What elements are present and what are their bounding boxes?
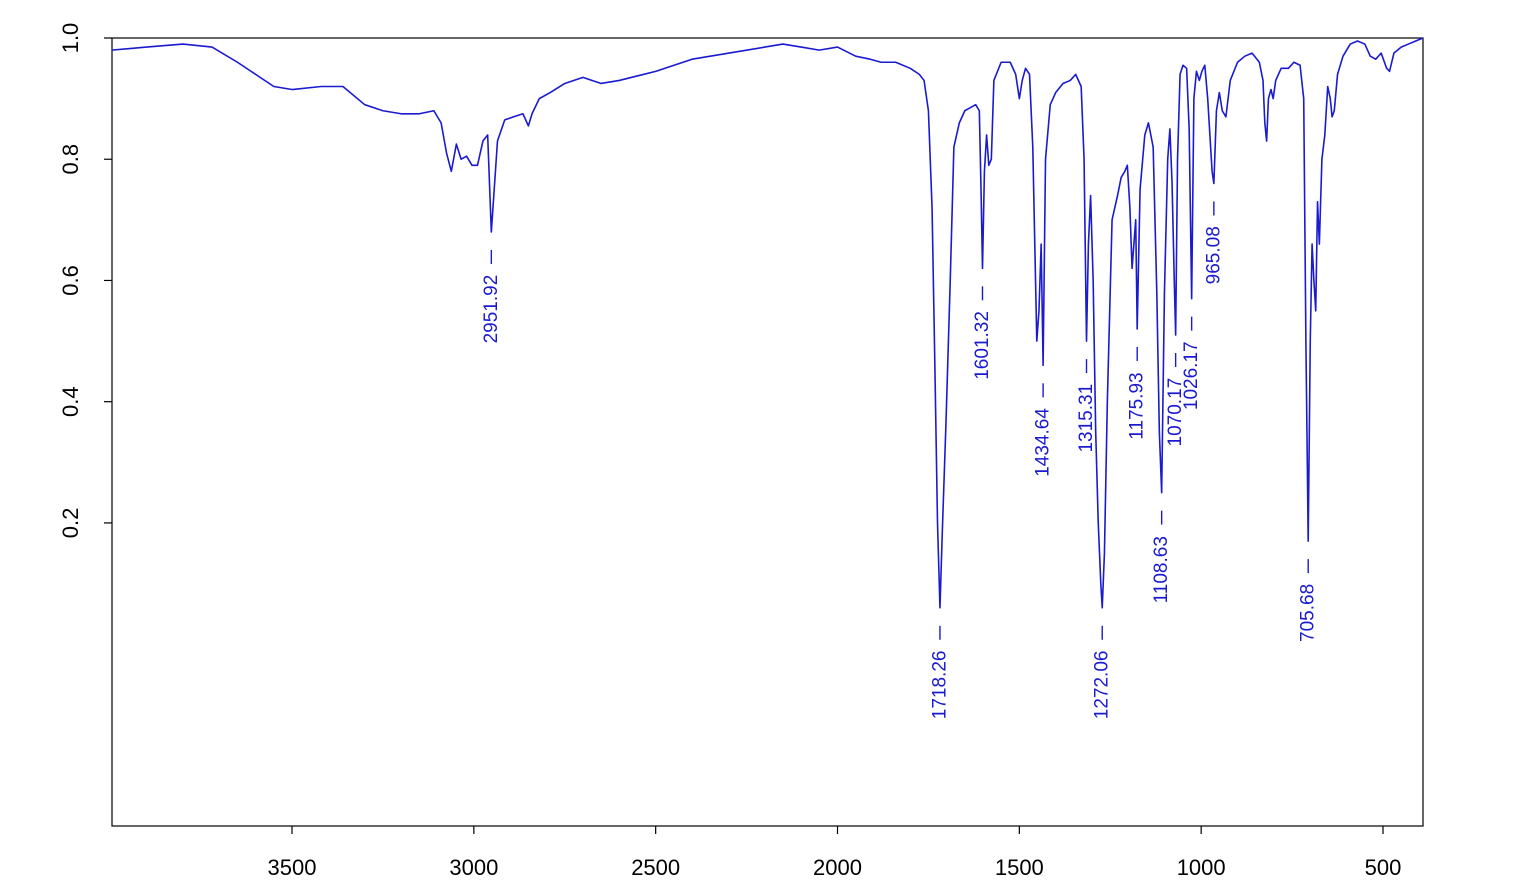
peak-label: 1070.17 xyxy=(1165,378,1186,447)
x-tick-label: 2500 xyxy=(631,855,680,880)
x-tick-label: 1000 xyxy=(1177,855,1226,880)
x-tick-label: 2000 xyxy=(813,855,862,880)
x-axis: 3500 3000 2500 2000 1500 1000 500 xyxy=(268,826,1402,880)
peak-labels: 2951.92 1718.26 1601.32 1434.64 1315.31 1272.… xyxy=(481,201,1319,719)
y-tick-label: 1.0 xyxy=(58,23,83,54)
x-tick-label: 3500 xyxy=(268,855,317,880)
peak-label: 1026.17 xyxy=(1181,341,1202,410)
peak-label: 965.08 xyxy=(1203,226,1224,284)
peak-label: 1108.63 xyxy=(1151,536,1172,603)
peak-label: 1434.64 xyxy=(1033,408,1054,477)
peak-label: 1175.93 xyxy=(1127,372,1148,439)
y-axis: 0.2 0.4 0.6 0.8 1.0 xyxy=(58,23,112,539)
peak-label: 1315.31 xyxy=(1076,384,1097,453)
plot-frame xyxy=(111,37,1424,827)
peak-label: 1272.06 xyxy=(1092,651,1113,720)
x-tick-label: 1500 xyxy=(995,855,1044,880)
x-tick-label: 3000 xyxy=(449,855,498,880)
peak-label: 705.68 xyxy=(1298,584,1319,642)
peak-label: 1718.26 xyxy=(929,651,950,720)
y-tick-label: 0.6 xyxy=(58,265,83,296)
peak-label: 2951.92 xyxy=(481,275,502,344)
y-tick-label: 0.8 xyxy=(58,144,83,175)
y-tick-label: 0.2 xyxy=(58,508,83,539)
x-tick-label: 500 xyxy=(1365,855,1402,880)
y-tick-label: 0.4 xyxy=(58,386,83,417)
peak-label: 1601.32 xyxy=(972,311,993,380)
spectrum-line xyxy=(111,37,1424,609)
